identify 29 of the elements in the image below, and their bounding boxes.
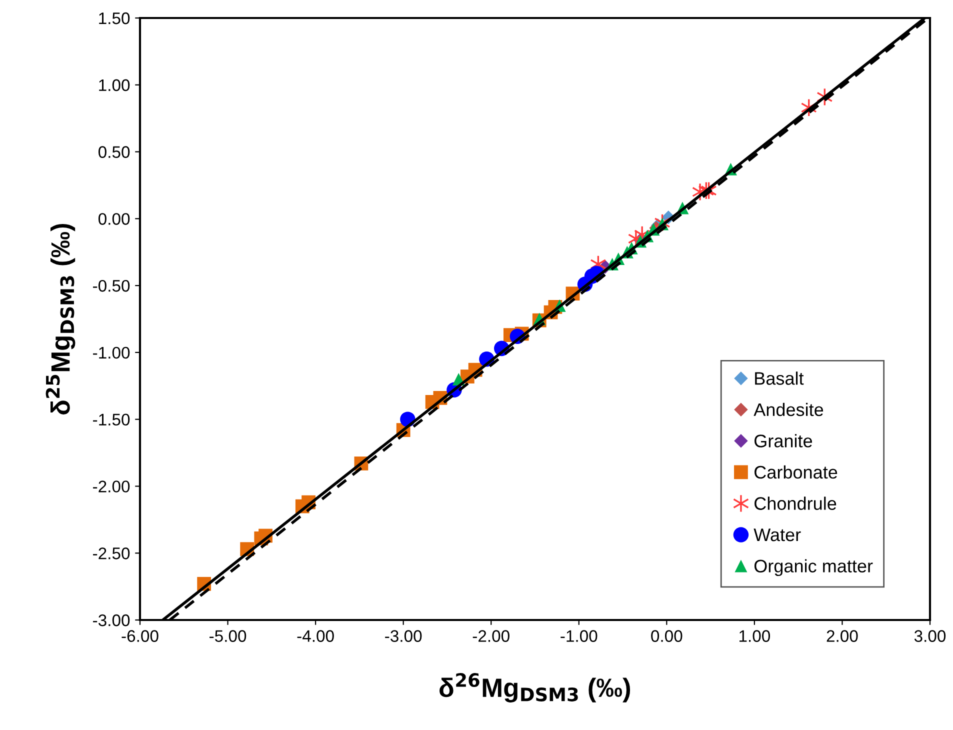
x-tick-label: -6.00 [122, 630, 158, 642]
legend-label: Organic matter [754, 559, 873, 576]
y-tick-label: -0.50 [93, 280, 130, 292]
y-tick-label: -1.00 [93, 346, 130, 359]
x-tick-label: -5.00 [210, 630, 246, 642]
legend-label: Carbonate [754, 465, 838, 479]
x-tick-label: -1.00 [560, 630, 598, 642]
y-axis-title: δ$^{25}$Mg$_{DSM3}$ (‰) [46, 224, 76, 414]
legend-label: Chondrule [754, 496, 836, 510]
y-tick-label: 0.00 [98, 213, 130, 225]
y-tick-label: 1.50 [99, 12, 130, 24]
y-tick-label: -2.50 [93, 548, 130, 560]
x-tick-label: 1.00 [740, 630, 770, 642]
x-tick-label: -3.00 [385, 630, 422, 642]
legend-label: Granite [754, 434, 812, 448]
x-tick-label: 0.00 [651, 630, 682, 642]
y-tick-label: 1.00 [99, 79, 130, 92]
x-tick-label: -2.00 [472, 630, 510, 642]
legend-label: Basalt [755, 372, 804, 385]
y-tick-label: -1.50 [93, 414, 130, 426]
y-tick-label: -2.00 [93, 480, 130, 492]
legend-label: Water [754, 528, 801, 542]
legend-label: Andesite [754, 402, 824, 416]
x-tick-label: -4.00 [297, 630, 334, 642]
x-axis-title: δ$^{26}$Mg$_{DSM3}$ (‰) [440, 673, 630, 702]
y-tick-label: -3.00 [93, 614, 130, 626]
x-tick-label: 3.00 [914, 630, 946, 642]
y-tick-label: 0.50 [98, 146, 130, 158]
x-tick-label: 2.00 [826, 630, 858, 642]
